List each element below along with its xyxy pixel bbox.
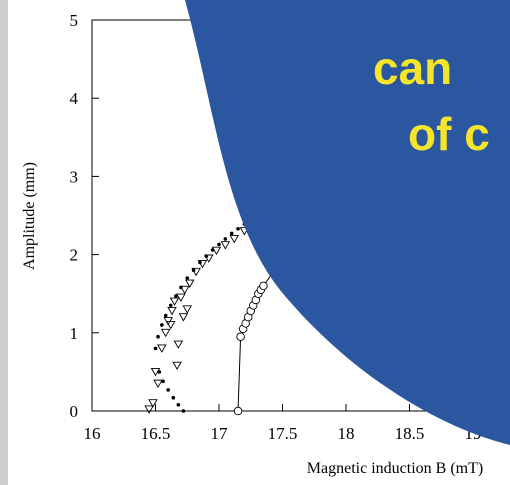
point xyxy=(169,304,173,308)
point xyxy=(221,242,229,249)
y-tick-label: 1 xyxy=(70,324,79,343)
point xyxy=(154,380,162,387)
point xyxy=(224,237,228,241)
y-axis-label: Amplitude (mm) xyxy=(21,162,38,270)
point xyxy=(156,335,160,339)
point xyxy=(162,329,170,336)
point xyxy=(171,396,175,400)
chart: 1616.51717.51818.519012345 can of c Magn… xyxy=(0,0,510,485)
slide-edge xyxy=(0,0,8,485)
point xyxy=(179,314,187,321)
x-tick-label: 16 xyxy=(84,424,101,443)
point xyxy=(182,409,186,413)
x-tick-label: 18 xyxy=(338,424,355,443)
point xyxy=(158,345,166,352)
point xyxy=(166,388,170,392)
point xyxy=(174,341,182,348)
x-axis-label: Magnetic induction B (mT) xyxy=(307,460,483,477)
x-tick-label: 17 xyxy=(211,424,229,443)
y-tick-label: 4 xyxy=(70,89,79,108)
point xyxy=(237,333,245,341)
point xyxy=(160,323,164,327)
x-tick-label: 18.5 xyxy=(395,424,425,443)
point xyxy=(230,235,238,242)
page: {"chart_data": { "type": "scatter", "xla… xyxy=(0,0,510,485)
point xyxy=(260,282,268,290)
point xyxy=(145,406,153,413)
point xyxy=(236,227,240,231)
x-tick-label: 16.5 xyxy=(141,424,171,443)
y-tick-label: 0 xyxy=(70,402,79,421)
x-tick-label: 17.5 xyxy=(268,424,298,443)
point xyxy=(173,362,181,369)
point xyxy=(217,243,221,247)
point xyxy=(154,347,158,351)
point xyxy=(168,307,176,314)
y-tick-label: 5 xyxy=(70,11,79,30)
overlay-shape xyxy=(185,0,510,445)
overlay-text: of c xyxy=(408,108,490,160)
y-tick-label: 2 xyxy=(70,246,79,265)
y-tick-label: 3 xyxy=(70,167,79,186)
overlay-text: can xyxy=(373,42,452,94)
point xyxy=(230,232,234,236)
point xyxy=(185,276,189,280)
point xyxy=(183,306,191,313)
point xyxy=(164,314,168,318)
point xyxy=(177,403,181,407)
point xyxy=(234,407,242,415)
